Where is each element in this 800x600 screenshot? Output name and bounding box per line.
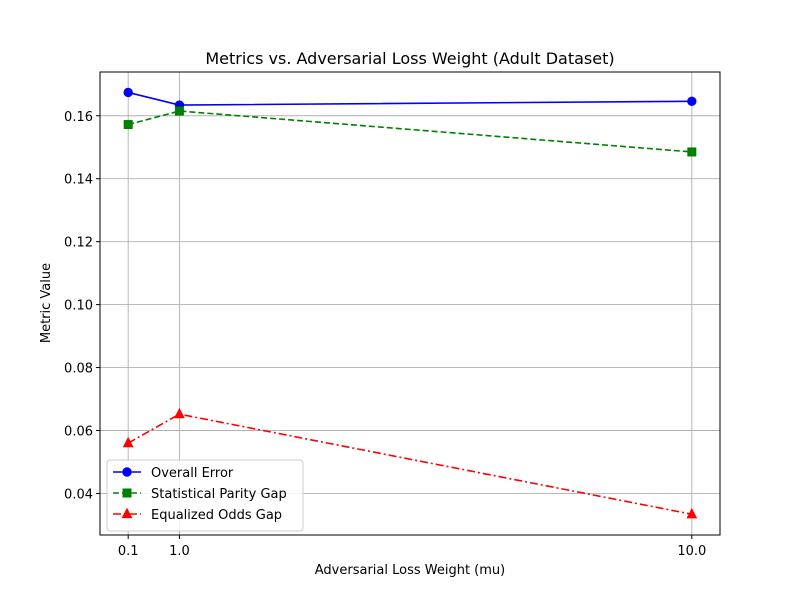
legend-marker-equalized-odds-gap xyxy=(121,507,133,519)
y-tick-label: 0.10 xyxy=(64,299,93,314)
data-point-statistical-parity-gap xyxy=(123,120,133,130)
data-point-overall-error xyxy=(687,96,697,106)
data-point-equalized-odds-gap xyxy=(122,436,134,448)
legend-label: Equalized Odds Gap xyxy=(151,508,282,523)
series-line-overall-error xyxy=(127,91,692,106)
y-tick-label: 0.16 xyxy=(64,110,93,125)
legend-box xyxy=(106,459,304,532)
data-point-equalized-odds-gap xyxy=(173,407,185,419)
legend-marker-overall-error xyxy=(122,467,132,477)
data-point-overall-error xyxy=(123,87,133,98)
series-line-equalized-odds-gap xyxy=(127,413,692,516)
y-tick-label: 0.06 xyxy=(64,425,93,440)
series-line-statistical-parity-gap xyxy=(127,110,692,153)
y-tick-label: 0.14 xyxy=(64,173,93,188)
axes-frame xyxy=(99,71,721,536)
y-tick-label: 0.04 xyxy=(64,487,93,502)
legend-label: Overall Error xyxy=(151,466,234,481)
y-axis-label: Metric Value xyxy=(39,263,54,343)
series-equalized-odds-gap xyxy=(122,407,698,519)
legend-label: Statistical Parity Gap xyxy=(151,487,287,502)
series-overall-error xyxy=(123,87,697,110)
chart-title: Metrics vs. Adversarial Loss Weight (Adu… xyxy=(205,49,614,68)
x-tick-label: 1.0 xyxy=(169,544,190,559)
legend: Overall Error Statistical Parity Gap Equal… xyxy=(106,459,304,532)
x-axis-label: Adversarial Loss Weight (mu) xyxy=(315,563,505,578)
x-tick-label: 0.1 xyxy=(118,544,139,559)
x-tick-label: 10.0 xyxy=(677,544,706,559)
y-tick-label: 0.12 xyxy=(64,236,93,251)
series-layer xyxy=(122,87,698,519)
data-point-statistical-parity-gap xyxy=(687,147,697,157)
x-axis: 0.1 1.0 10.0 xyxy=(118,535,706,559)
legend-marker-statistical-parity-gap xyxy=(122,488,132,498)
series-statistical-parity-gap xyxy=(123,106,697,157)
y-axis: 0.04 0.06 0.08 0.10 0.12 0.14 0.16 xyxy=(64,110,100,502)
data-point-equalized-odds-gap xyxy=(686,507,698,519)
data-point-statistical-parity-gap xyxy=(174,106,184,116)
y-tick-label: 0.08 xyxy=(64,362,93,377)
